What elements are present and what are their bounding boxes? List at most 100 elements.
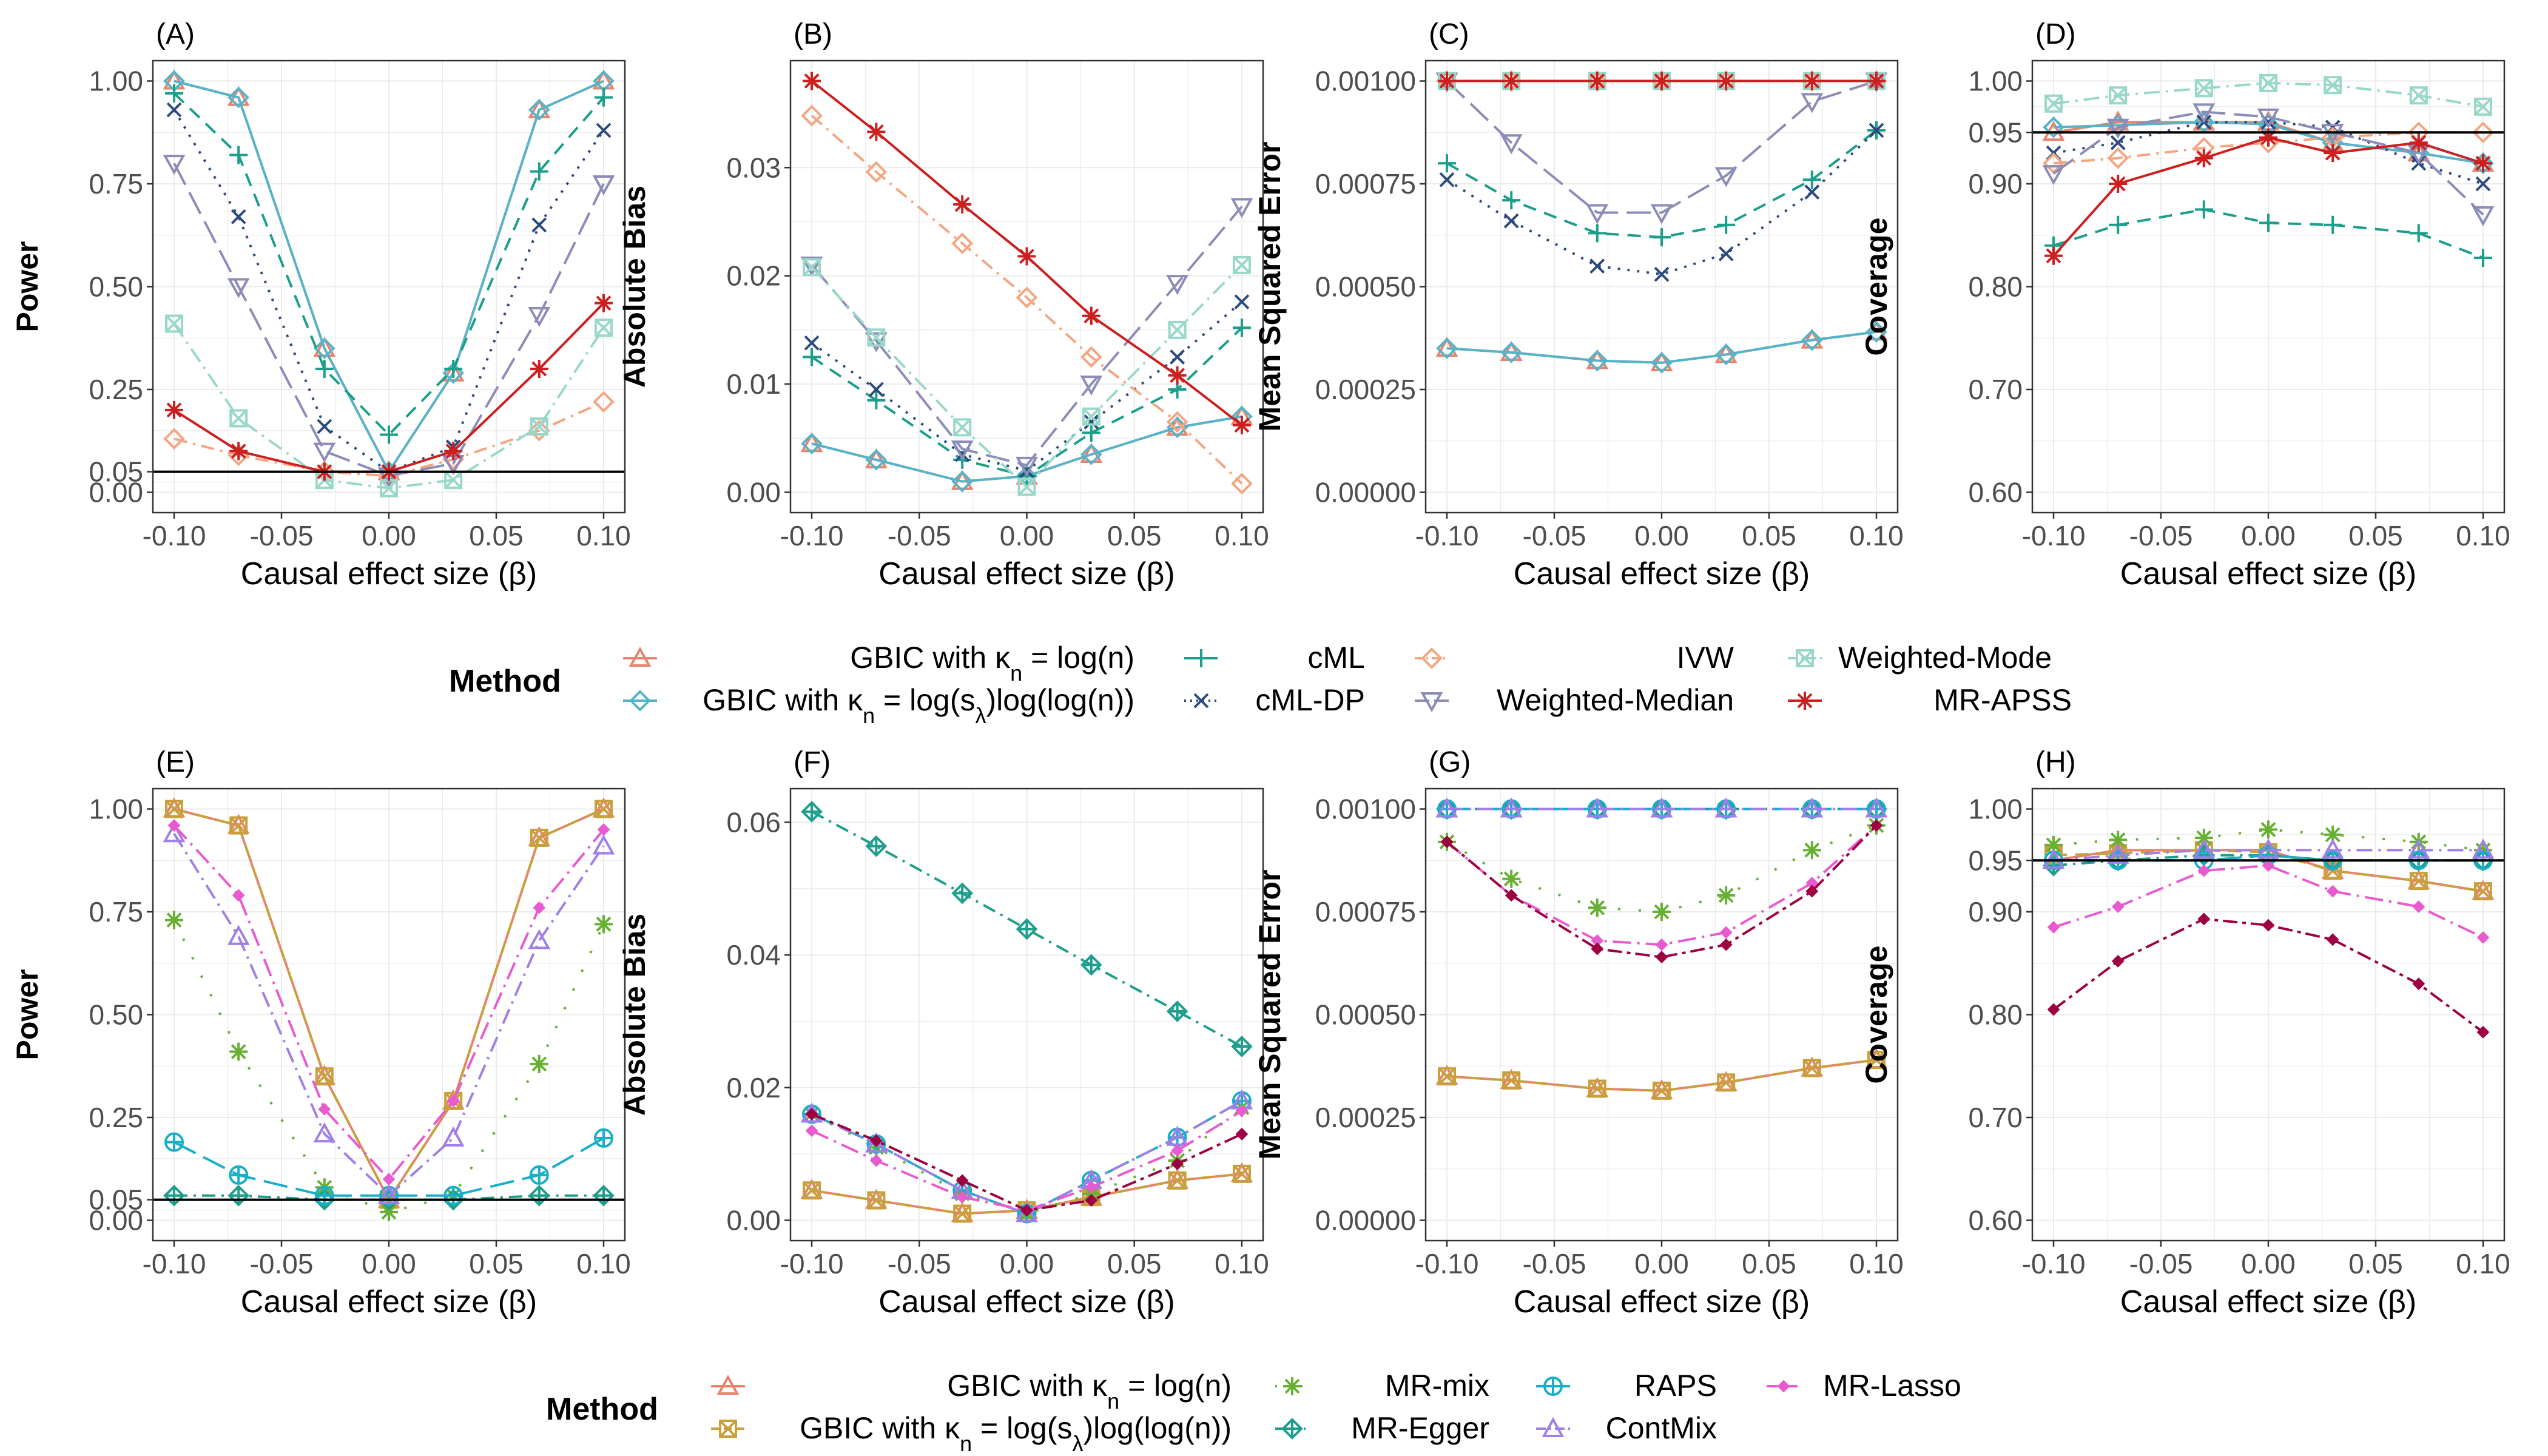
data-point — [801, 104, 823, 127]
data-point — [227, 278, 250, 298]
panel-tag: (C) — [1429, 18, 1469, 50]
series-weighted-mode — [803, 255, 1251, 496]
x-tick-label: -0.10 — [1415, 520, 1479, 551]
data-point — [530, 828, 548, 847]
data-point — [805, 1124, 818, 1138]
data-point — [231, 209, 246, 224]
y-tick-label: 0.03 — [726, 152, 781, 183]
series-ivw — [801, 104, 1253, 495]
series-mr-apss — [2044, 128, 2492, 265]
legend-key-marker — [1283, 1377, 1301, 1395]
data-point — [2111, 954, 2125, 968]
data-point — [2044, 835, 2063, 854]
legend-key-marker — [1796, 692, 1814, 710]
x-tick-label: 0.05 — [1107, 1248, 1162, 1279]
data-point — [229, 146, 248, 164]
data-point — [2324, 144, 2342, 163]
data-point — [444, 360, 463, 379]
legend-entry: GBIC with κn = log(sλ)log(log(n)) — [711, 1411, 1232, 1456]
data-point — [1235, 1127, 1249, 1141]
x-tick-label: -0.05 — [250, 1248, 314, 1279]
panel-tag: (B) — [794, 18, 832, 50]
data-point — [447, 1094, 460, 1108]
data-point — [594, 294, 613, 312]
x-axis-title: Causal effect size (β) — [878, 1284, 1175, 1320]
data-point — [1802, 72, 1821, 90]
y-tick-label: 0.00050 — [1315, 999, 1416, 1031]
data-point — [1231, 1036, 1253, 1057]
x-axis-title: Causal effect size (β) — [2120, 556, 2416, 592]
data-point — [1505, 889, 1518, 902]
data-point — [803, 348, 821, 366]
data-point — [313, 1122, 336, 1143]
data-point — [1232, 1164, 1251, 1183]
legend-key-marker — [719, 1420, 737, 1438]
data-point — [163, 1184, 185, 1207]
data-point — [443, 1185, 463, 1205]
y-tick-label: 0.75 — [89, 896, 143, 928]
data-point — [164, 1132, 184, 1152]
data-point — [1802, 170, 1821, 189]
y-tick-label: 1.00 — [89, 66, 143, 97]
legend-entry: MR-Egger — [1275, 1411, 1489, 1445]
panel-b: 0.00 0.01 0.02 0.03 -0.10 -0.05 0.00 0.05 0.10 Ca… — [618, 18, 1269, 592]
x-tick-label: 0.10 — [1215, 1248, 1269, 1279]
data-point — [1805, 885, 1819, 898]
data-point — [1436, 337, 1458, 360]
x-tick-label: 0.05 — [1107, 520, 1162, 551]
series-mr-egger — [801, 801, 1253, 1057]
y-axis-title: Coverage — [1859, 218, 1893, 356]
data-point — [314, 1185, 334, 1205]
y-axis-title: Absolute Bias — [618, 186, 652, 388]
y-axis-title: Coverage — [1859, 946, 1893, 1084]
data-point — [229, 442, 248, 460]
x-tick-label: 0.00 — [362, 520, 416, 551]
data-point — [597, 823, 610, 836]
data-point — [596, 123, 612, 138]
data-point — [2473, 882, 2492, 901]
legend-entry: cML — [1184, 641, 1365, 675]
x-axis-title: Causal effect size (β) — [241, 1284, 537, 1320]
y-tick-label: 0.01 — [726, 368, 781, 400]
y-axis-title: Mean Squared Error — [1253, 142, 1287, 432]
y-axis-title: Power — [10, 241, 44, 332]
data-point — [1867, 72, 1886, 90]
data-point — [1719, 938, 1733, 951]
data-point — [2326, 885, 2339, 898]
data-point — [593, 1184, 615, 1207]
data-point — [232, 889, 245, 902]
data-point — [2109, 831, 2128, 849]
data-point — [1865, 797, 1888, 818]
legend-key-marker — [716, 1374, 740, 1395]
series-mr-apss — [1438, 72, 1886, 90]
data-point — [1718, 246, 1734, 261]
data-point — [1654, 266, 1670, 282]
data-point — [380, 1202, 398, 1221]
data-point — [2476, 931, 2490, 944]
data-point — [1653, 1081, 1671, 1100]
data-point — [442, 1126, 465, 1147]
data-point — [1168, 366, 1187, 385]
legend-entry: cML-DP — [1184, 683, 1365, 717]
legend-key-marker — [1543, 1377, 1563, 1396]
data-point — [1801, 797, 1824, 818]
data-point — [1653, 903, 1671, 922]
series-cml-dp — [1439, 123, 1884, 282]
data-point — [801, 801, 823, 823]
series-mr-lasso — [167, 819, 610, 1186]
data-point — [2109, 215, 2128, 234]
legend-entry: MR-Lasso — [1767, 1369, 1961, 1403]
y-tick-label: 0.25 — [89, 374, 143, 405]
data-point — [1170, 349, 1185, 365]
y-tick-label: 0.95 — [1968, 844, 2023, 876]
panel-f: 0.00 0.02 0.04 0.06 -0.10 -0.05 0.00 0.05 0.10 Ca… — [618, 746, 1269, 1320]
data-point — [1016, 1202, 1038, 1222]
data-point — [1171, 1158, 1184, 1170]
y-tick-label: 0.75 — [89, 168, 143, 200]
data-point — [1589, 258, 1605, 274]
data-point — [1717, 72, 1736, 90]
y-tick-label: 0.90 — [1968, 896, 2023, 928]
data-point — [530, 417, 548, 436]
data-point — [1586, 204, 1609, 224]
data-point — [1719, 926, 1733, 939]
